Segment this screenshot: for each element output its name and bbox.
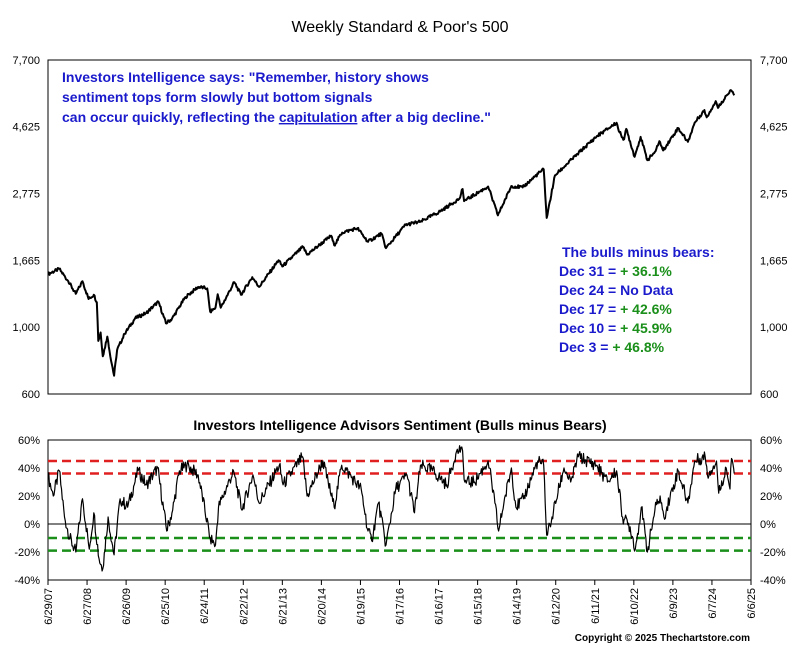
copyright-text: Copyright © 2025 Thechartstore.com	[575, 633, 750, 644]
price-ytick-left: 2,775	[12, 189, 40, 201]
xtick-label: 6/25/10	[160, 588, 172, 625]
box-heading: The bulls minus bears:	[562, 244, 714, 260]
xtick-label: 6/7/24	[707, 588, 719, 619]
sent-ytick-right: -40%	[760, 575, 786, 587]
sent-ytick-left: 0%	[24, 519, 40, 531]
xtick-label: 6/17/16	[395, 588, 407, 625]
box-row: Dec 31 = + 36.1%	[559, 263, 672, 279]
price-ytick-right: 7,700	[760, 55, 788, 67]
sent-ytick-left: 60%	[18, 435, 40, 447]
sentiment-series-line	[48, 445, 735, 572]
xtick-label: 6/14/19	[512, 588, 524, 625]
price-ytick-left: 7,700	[12, 55, 40, 67]
price-ytick-right: 1,665	[760, 255, 788, 267]
xtick-label: 6/22/12	[238, 588, 250, 625]
xtick-label: 6/10/22	[629, 588, 641, 625]
sentiment-chart-title: Investors Intelligence Advisors Sentimen…	[193, 417, 606, 433]
xtick-label: 6/21/13	[277, 588, 289, 625]
quote-annotation: Investors Intelligence says: "Remember, …	[62, 69, 491, 125]
xtick-label: 6/15/18	[473, 588, 485, 625]
sentiment-y-axis: 60% 60% 40% 40% 20% 20% 0% 0% -20% -20% -40% -40%	[14, 435, 786, 587]
sent-ytick-right: -20%	[760, 547, 786, 559]
price-chart-title: Weekly Standard & Poor's 500	[291, 19, 508, 36]
box-row: Dec 17 = + 42.6%	[559, 301, 672, 317]
xtick-label: 6/9/23	[668, 588, 680, 619]
sent-ytick-right: 60%	[760, 435, 782, 447]
price-series-line	[48, 89, 736, 377]
price-ytick-left: 600	[22, 389, 40, 401]
price-ytick-left: 1,000	[12, 322, 40, 334]
xtick-label: 6/12/20	[551, 588, 563, 625]
xtick-label: 6/24/11	[199, 588, 211, 624]
sent-ytick-left: -40%	[14, 575, 40, 587]
box-row: Dec 24 = No Data	[559, 282, 673, 298]
xtick-label: 6/29/07	[43, 588, 55, 625]
price-ytick-right: 4,625	[760, 122, 788, 134]
price-ytick-left: 1,665	[12, 255, 40, 267]
price-ytick-right: 600	[760, 389, 778, 401]
price-ytick-right: 1,000	[760, 322, 788, 334]
xtick-label: 6/16/17	[434, 588, 446, 625]
price-ytick-right: 2,775	[760, 189, 788, 201]
sent-ytick-left: 20%	[18, 491, 40, 503]
sent-ytick-right: 0%	[760, 519, 776, 531]
price-y-axis: 7,700 7,700 4,625 4,625 2,775 2,775 1,665 1,665…	[12, 55, 787, 401]
xtick-label: 6/6/25	[746, 588, 758, 619]
xtick-label: 6/27/08	[82, 588, 94, 625]
price-ytick-left: 4,625	[12, 122, 40, 134]
price-plot-frame	[47, 59, 752, 395]
sent-ytick-left: 40%	[18, 463, 40, 475]
box-row: Dec 10 = + 45.9%	[559, 320, 672, 336]
sentiment-reference-lines	[48, 459, 751, 552]
date-x-axis: 6/29/07 6/27/08 6/26/09 6/25/10 6/24/11 6/22/…	[43, 580, 758, 625]
xtick-label: 6/20/14	[316, 588, 328, 625]
box-row: Dec 3 = + 46.8%	[559, 339, 665, 355]
sent-ytick-right: 20%	[760, 491, 782, 503]
xtick-label: 6/11/21	[590, 588, 602, 624]
xtick-label: 6/26/09	[121, 588, 133, 625]
sent-ytick-right: 40%	[760, 463, 782, 475]
xtick-label: 6/19/15	[355, 588, 367, 625]
sentiment-readings-box: The bulls minus bears: Dec 31 = + 36.1% De…	[559, 244, 714, 355]
sent-ytick-left: -20%	[14, 547, 40, 559]
